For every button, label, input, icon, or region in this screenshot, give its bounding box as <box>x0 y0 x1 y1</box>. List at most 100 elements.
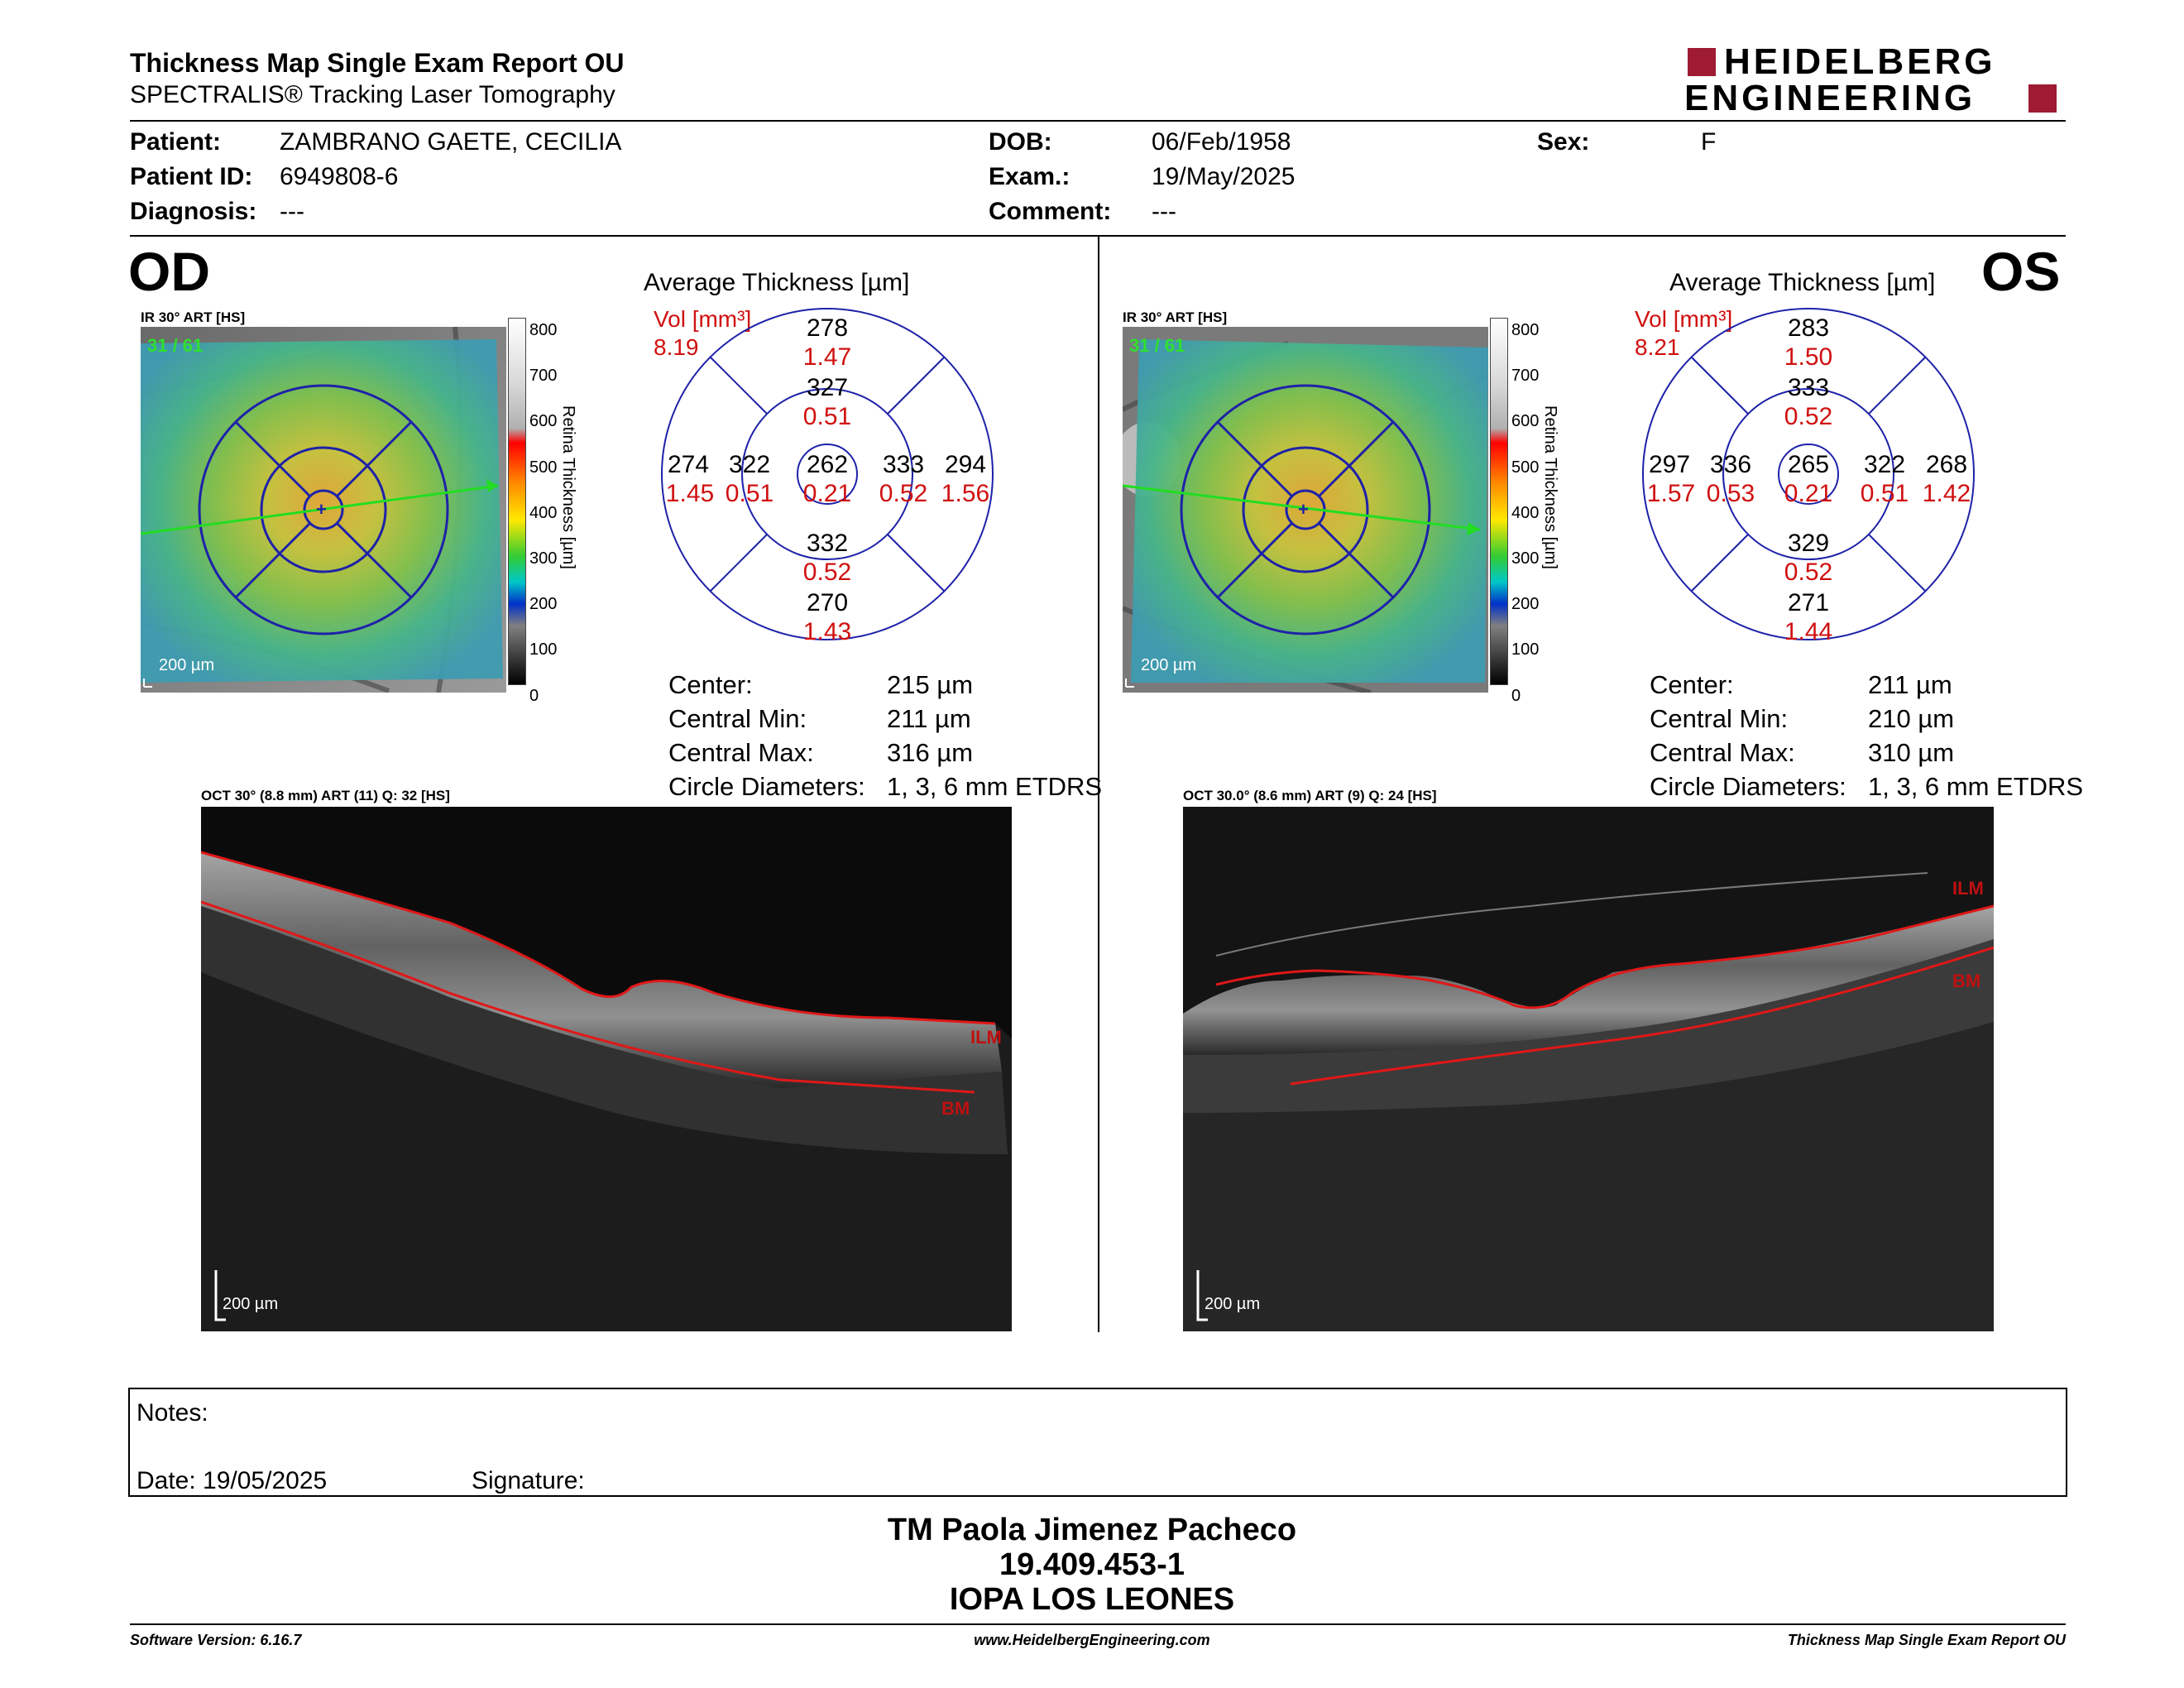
eye-divider <box>1098 237 1099 1332</box>
od-inner-left-thk: 322 <box>728 451 771 478</box>
od-ir-scale: 200 µm <box>159 656 215 674</box>
patient-id: 6949808-6 <box>280 163 399 190</box>
os-center-value: 211 µm <box>1868 670 1952 699</box>
os-center-thk: 265 <box>1787 451 1830 478</box>
os-inner-right-thk: 322 <box>1863 451 1906 478</box>
os-vol-label: Vol [mm³] <box>1635 306 1733 332</box>
footer-report-name: Thickness Map Single Exam Report OU <box>1787 1632 2066 1648</box>
od-scale-ticks: 800 700 600 500 400 300 200 100 0 <box>529 308 557 719</box>
tick-label: 600 <box>1511 412 1540 431</box>
os-outer-inf-vol: 1.44 <box>1784 618 1833 645</box>
signature-id: 19.409.453-1 <box>999 1547 1185 1582</box>
report-title: Thickness Map Single Exam Report OU <box>130 48 625 78</box>
od-inner-left-vol: 0.51 <box>725 480 774 507</box>
patient-label: Patient: <box>130 128 222 156</box>
od-eye-label: OD <box>128 241 210 302</box>
od-outer-left-thk: 274 <box>667 451 710 478</box>
svg-text:+: + <box>316 499 327 520</box>
os-diam-value: 1, 3, 6 mm ETDRS <box>1868 772 2084 801</box>
patient-id-label: Patient ID: <box>130 163 253 190</box>
tick-label: 700 <box>529 367 558 386</box>
footer-software-version: Software Version: 6.16.7 <box>130 1632 302 1648</box>
od-max-value: 316 µm <box>887 738 974 767</box>
od-oct-label: OCT 30° (8.8 mm) ART (11) Q: 32 [HS] <box>201 788 450 803</box>
signature-name: TM Paola Jimenez Pacheco <box>887 1513 1297 1547</box>
od-inner-sup-vol: 0.51 <box>802 403 852 430</box>
os-center-label: Center: <box>1650 670 1734 699</box>
tick-label: 700 <box>1511 367 1540 386</box>
os-center-vol: 0.21 <box>1784 480 1833 507</box>
patient-name: ZAMBRANO GAETE, CECILIA <box>280 128 622 156</box>
os-min-value: 210 µm <box>1868 704 1955 733</box>
logo-square-icon <box>2028 84 2057 113</box>
os-inner-left-thk: 336 <box>1709 451 1752 478</box>
os-diam-label: Circle Diameters: <box>1650 772 1846 801</box>
od-min-label: Central Min: <box>668 704 807 733</box>
od-ilm-label: ILM <box>970 1027 1002 1048</box>
exam-value: 19/May/2025 <box>1152 163 1296 190</box>
footer-website: www.HeidelbergEngineering.com <box>974 1632 1210 1648</box>
os-outer-left-vol: 1.57 <box>1646 480 1696 507</box>
tick-label: 300 <box>529 549 558 568</box>
od-scale-axis-label: Retina Thickness [µm] <box>559 405 577 569</box>
report-subtitle: SPECTRALIS® Tracking Laser Tomography <box>130 81 615 108</box>
od-bm-label: BM <box>941 1098 970 1119</box>
patient-divider <box>130 235 2066 237</box>
os-bm-label: BM <box>1952 971 1981 991</box>
os-inner-inf-thk: 329 <box>1787 530 1830 557</box>
os-ilm-label: ILM <box>1952 878 1984 899</box>
od-oct-scale: 200 µm <box>223 1295 279 1313</box>
heidelberg-logo: HEIDELBERG ENGINEERING <box>1684 41 2065 118</box>
diagnosis-value: --- <box>280 198 304 225</box>
od-diam-label: Circle Diameters: <box>668 772 865 801</box>
os-inner-inf-vol: 0.52 <box>1784 559 1833 586</box>
logo-line-1: HEIDELBERG <box>1724 41 1996 82</box>
os-min-label: Central Min: <box>1650 704 1789 733</box>
os-outer-left-thk: 297 <box>1648 451 1691 478</box>
od-inner-right-vol: 0.52 <box>879 480 928 507</box>
os-etdrs-grid <box>1642 308 1975 640</box>
os-outer-inf-thk: 271 <box>1787 589 1830 616</box>
os-avg-title: Average Thickness [µm] <box>1669 269 1936 296</box>
sex-value: F <box>1701 128 1717 156</box>
tick-label: 400 <box>1511 503 1540 522</box>
os-inner-sup-vol: 0.52 <box>1784 403 1833 430</box>
os-oct-scale: 200 µm <box>1205 1295 1261 1313</box>
tick-label: 300 <box>1511 549 1540 568</box>
od-min-value: 211 µm <box>887 704 971 733</box>
os-ir-scale: 200 µm <box>1141 656 1197 674</box>
od-inner-inf-thk: 332 <box>806 530 849 557</box>
od-center-vol: 0.21 <box>802 480 852 507</box>
od-etdrs-grid <box>661 308 994 640</box>
tick-label: 500 <box>1511 458 1540 477</box>
notes-box: Notes: Date: 19/05/2025 Signature: <box>128 1388 2067 1497</box>
od-thickness-map: + 31 / 61 200 µm <box>141 327 506 693</box>
signature-label: Signature: <box>472 1467 585 1494</box>
logo-square-icon <box>1688 48 1716 76</box>
tick-label: 200 <box>529 595 558 614</box>
od-outer-right-thk: 294 <box>944 451 987 478</box>
dob-value: 06/Feb/1958 <box>1152 128 1291 156</box>
os-inner-right-vol: 0.51 <box>1860 480 1909 507</box>
os-outer-sup-thk: 283 <box>1787 314 1830 342</box>
os-outer-sup-vol: 1.50 <box>1784 343 1833 371</box>
tick-label: 100 <box>529 640 558 659</box>
tick-label: 0 <box>529 686 539 705</box>
od-inner-sup-thk: 327 <box>806 374 849 401</box>
od-outer-inf-thk: 270 <box>806 589 849 616</box>
od-outer-sup-vol: 1.47 <box>802 343 852 371</box>
tick-label: 800 <box>1511 321 1540 339</box>
od-oct-bscan: ILM BM 200 µm <box>201 807 1012 1331</box>
os-inner-left-vol: 0.53 <box>1706 480 1755 507</box>
diagnosis-label: Diagnosis: <box>130 198 257 225</box>
dob-label: DOB: <box>989 128 1052 156</box>
od-outer-left-vol: 1.45 <box>665 480 715 507</box>
od-outer-inf-vol: 1.43 <box>802 618 852 645</box>
exam-label: Exam.: <box>989 163 1070 190</box>
od-avg-title: Average Thickness [µm] <box>644 269 910 296</box>
od-ir-label: IR 30° ART [HS] <box>141 309 246 325</box>
logo-line-2: ENGINEERING <box>1684 78 1976 118</box>
notes-label: Notes: <box>136 1399 208 1427</box>
os-inner-sup-thk: 333 <box>1787 374 1830 401</box>
signature-institution: IOPA LOS LEONES <box>949 1582 1235 1617</box>
